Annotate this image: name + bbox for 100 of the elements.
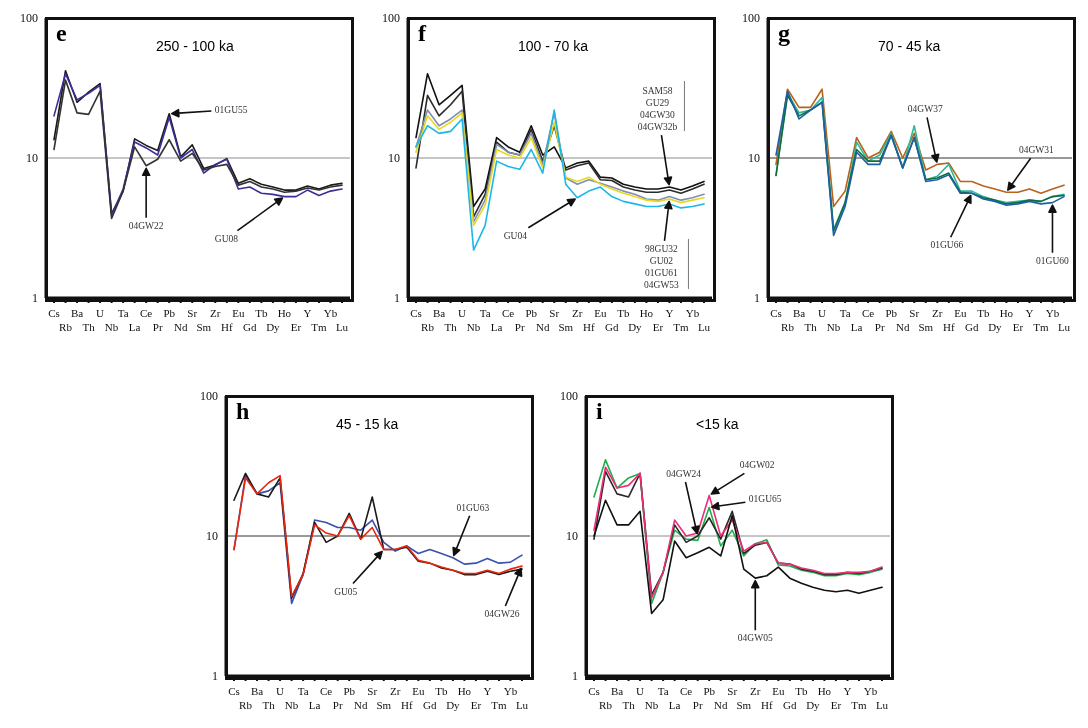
x-tick-label: Ta <box>297 685 309 697</box>
x-tick-label: Lu <box>1057 321 1071 333</box>
x-tick-label: Ta <box>657 685 669 697</box>
annotation: GU05 <box>334 586 358 597</box>
y-tick-label: 10 <box>566 529 578 544</box>
x-tick-label: Ho <box>277 307 292 319</box>
x-tick-label: Dy <box>988 321 1003 333</box>
x-tick-label: Lu <box>875 699 889 711</box>
annotation: 01GU66 <box>930 240 964 251</box>
x-tick-label: Dy <box>806 699 821 711</box>
x-tick-label: Rb <box>239 699 253 711</box>
y-tick-label: 1 <box>212 669 218 684</box>
annotation: 04GW02 <box>739 460 775 471</box>
y-tick-label: 100 <box>200 389 218 404</box>
x-tick-label: Eu <box>232 307 245 319</box>
text: 70 - 45 ka <box>878 38 941 54</box>
chart-title: h <box>236 398 250 425</box>
chart-title: f <box>418 20 426 47</box>
x-tick-label: La <box>490 321 503 333</box>
x-tick-label: Ta <box>839 307 851 319</box>
x-tick-label: Sm <box>376 699 392 711</box>
x-tick-label: Hf <box>401 699 413 711</box>
x-tick-label: Nb <box>826 321 841 333</box>
x-tick-label: Nd <box>713 699 728 711</box>
x-tick-label: Tm <box>1033 321 1050 333</box>
annotation: 01GU63 <box>456 502 490 513</box>
x-tick-label: Pb <box>525 307 538 319</box>
x-tick-label: Sm <box>196 321 212 333</box>
x-tick-label: Rb <box>421 321 435 333</box>
x-tick-label: Th <box>804 321 818 333</box>
x-tick-label: Th <box>622 699 636 711</box>
y-tick-label: 100 <box>382 11 400 26</box>
x-tick-label: Ba <box>70 307 84 319</box>
x-tick-label: Ba <box>792 307 806 319</box>
x-tick-label: Dy <box>266 321 281 333</box>
text: 45 - 15 ka <box>336 416 399 432</box>
x-tick-label: Yb <box>863 685 878 697</box>
x-tick-label: Ce <box>320 685 333 697</box>
x-tick-label: Gd <box>423 699 438 711</box>
x-tick-label: Hf <box>943 321 955 333</box>
x-tick-label: Pb <box>163 307 176 319</box>
x-tick-label: Ce <box>502 307 515 319</box>
x-tick-label: Pr <box>514 321 525 333</box>
x-tick-label: Dy <box>446 699 461 711</box>
y-tick-label: 10 <box>748 151 760 166</box>
x-tick-label: Cs <box>48 307 60 319</box>
x-tick-label: Ba <box>610 685 624 697</box>
text: 100 - 70 ka <box>518 38 589 54</box>
x-tick-label: U <box>96 307 105 319</box>
x-tick-label: Er <box>470 699 482 711</box>
x-tick-label: Tb <box>435 685 448 697</box>
x-tick-label: Pr <box>692 699 703 711</box>
x-tick-label: La <box>308 699 321 711</box>
y-tick-label: 1 <box>754 291 760 306</box>
x-tick-label: Ta <box>117 307 129 319</box>
y-tick-label: 100 <box>560 389 578 404</box>
y-tick-label: 100 <box>20 11 38 26</box>
x-tick-label: U <box>636 685 645 697</box>
x-tick-label: Sr <box>549 307 560 319</box>
chart-title: i <box>596 398 603 425</box>
y-tick-label: 1 <box>32 291 38 306</box>
chart-title: g <box>778 20 790 47</box>
annotation: 01GU65 <box>748 494 782 505</box>
x-tick-label: Eu <box>594 307 607 319</box>
x-tick-label: Y <box>843 685 852 697</box>
x-tick-label: U <box>458 307 467 319</box>
x-tick-label: Cs <box>770 307 782 319</box>
x-tick-label: Zr <box>390 685 401 697</box>
x-tick-label: Gd <box>243 321 258 333</box>
annotation: GU04 <box>503 230 528 241</box>
x-tick-label: Yb <box>1045 307 1060 319</box>
x-tick-label: La <box>668 699 681 711</box>
x-tick-label: Nd <box>535 321 550 333</box>
x-tick-label: Th <box>262 699 276 711</box>
annotation: 04GW37 <box>907 104 943 115</box>
annotation: 04GW26 <box>484 609 520 620</box>
x-tick-label: Sr <box>367 685 378 697</box>
x-tick-label: Zr <box>210 307 221 319</box>
x-tick-label: Tm <box>491 699 508 711</box>
x-tick-label: Tb <box>255 307 268 319</box>
x-tick-label: Pb <box>343 685 356 697</box>
x-tick-label: Pr <box>874 321 885 333</box>
x-tick-label: U <box>818 307 827 319</box>
x-tick-label: Tm <box>311 321 328 333</box>
annotation: 04GW24 <box>666 469 702 479</box>
x-tick-label: Er <box>652 321 664 333</box>
annotation: 04GW22 <box>128 220 164 231</box>
text: <15 ka <box>696 416 739 432</box>
x-tick-label: Lu <box>335 321 349 333</box>
x-tick-label: Ce <box>862 307 875 319</box>
x-tick-label: Er <box>290 321 302 333</box>
annotation: GU08 <box>214 233 239 244</box>
annotation: 98GU32 GU02 01GU61 04GW53 <box>644 243 680 290</box>
x-tick-label: Ba <box>250 685 264 697</box>
x-tick-label: Ho <box>457 685 472 697</box>
chart-title: e <box>56 20 67 47</box>
y-tick-label: 100 <box>742 11 760 26</box>
x-tick-label: Yb <box>503 685 518 697</box>
x-tick-label: Y <box>303 307 312 319</box>
x-tick-label: Tm <box>851 699 868 711</box>
